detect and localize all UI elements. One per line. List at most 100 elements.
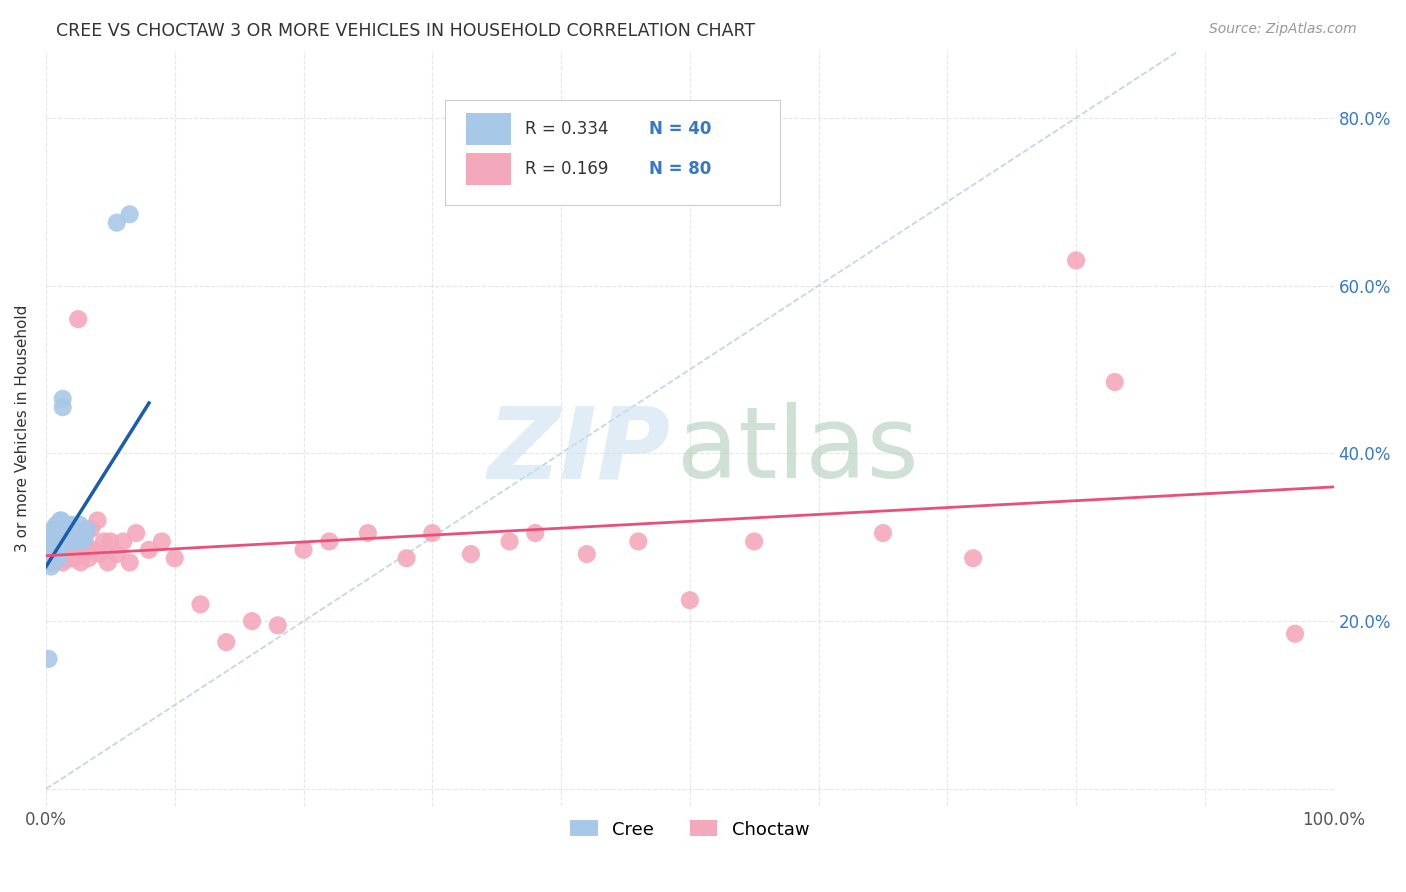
- Choctaw: [39, 542, 62, 557]
- Cree: [46, 522, 69, 536]
- Choctaw: [62, 547, 84, 561]
- Cree: [53, 517, 76, 532]
- Text: atlas: atlas: [676, 402, 918, 500]
- Choctaw: [44, 522, 66, 536]
- Choctaw: [53, 542, 76, 557]
- Choctaw: [679, 593, 702, 607]
- Choctaw: [59, 551, 82, 566]
- Cree: [38, 652, 60, 666]
- Choctaw: [240, 614, 263, 628]
- Cree: [58, 530, 80, 544]
- Choctaw: [38, 534, 60, 549]
- Cree: [46, 542, 69, 557]
- Choctaw: [524, 526, 547, 541]
- Choctaw: [420, 526, 443, 541]
- Choctaw: [63, 551, 86, 566]
- Choctaw: [93, 534, 115, 549]
- Cree: [59, 526, 82, 541]
- Choctaw: [138, 542, 160, 557]
- Cree: [48, 551, 70, 566]
- Choctaw: [118, 556, 141, 570]
- Choctaw: [55, 530, 77, 544]
- Choctaw: [190, 598, 212, 612]
- Choctaw: [53, 534, 76, 549]
- Choctaw: [48, 551, 70, 566]
- Cree: [44, 534, 66, 549]
- Text: R = 0.334: R = 0.334: [524, 120, 609, 138]
- Choctaw: [45, 547, 67, 561]
- Cree: [45, 534, 67, 549]
- Choctaw: [45, 534, 67, 549]
- Cree: [44, 547, 66, 561]
- Cree: [39, 559, 62, 574]
- Choctaw: [80, 522, 103, 536]
- Cree: [60, 517, 83, 532]
- Cree: [52, 392, 75, 406]
- Choctaw: [98, 534, 121, 549]
- Choctaw: [52, 547, 75, 561]
- Choctaw: [83, 542, 105, 557]
- Y-axis label: 3 or more Vehicles in Household: 3 or more Vehicles in Household: [15, 304, 30, 552]
- Cree: [51, 526, 73, 541]
- Cree: [53, 526, 76, 541]
- Text: CREE VS CHOCTAW 3 OR MORE VEHICLES IN HOUSEHOLD CORRELATION CHART: CREE VS CHOCTAW 3 OR MORE VEHICLES IN HO…: [56, 22, 755, 40]
- Choctaw: [1064, 253, 1087, 268]
- Cree: [53, 530, 76, 544]
- Choctaw: [267, 618, 290, 632]
- Choctaw: [1284, 626, 1306, 640]
- Choctaw: [49, 547, 72, 561]
- Choctaw: [1104, 375, 1126, 389]
- Choctaw: [395, 551, 418, 566]
- Choctaw: [51, 534, 73, 549]
- Cree: [105, 216, 128, 230]
- FancyBboxPatch shape: [446, 100, 780, 205]
- Choctaw: [65, 526, 87, 541]
- Choctaw: [42, 556, 65, 570]
- Choctaw: [38, 556, 60, 570]
- Cree: [118, 207, 141, 221]
- Cree: [45, 517, 67, 532]
- Choctaw: [73, 534, 96, 549]
- Cree: [69, 517, 91, 532]
- Choctaw: [41, 547, 63, 561]
- Choctaw: [52, 556, 75, 570]
- Cree: [52, 401, 75, 415]
- Choctaw: [627, 534, 650, 549]
- Cree: [76, 522, 98, 536]
- Choctaw: [125, 526, 148, 541]
- Choctaw: [63, 534, 86, 549]
- Choctaw: [66, 539, 89, 553]
- Cree: [51, 513, 73, 527]
- Choctaw: [42, 534, 65, 549]
- Cree: [45, 530, 67, 544]
- Choctaw: [292, 542, 315, 557]
- Choctaw: [70, 534, 93, 549]
- Cree: [56, 522, 79, 536]
- Cree: [48, 539, 70, 553]
- Choctaw: [742, 534, 765, 549]
- Choctaw: [67, 312, 90, 326]
- Choctaw: [72, 547, 94, 561]
- Choctaw: [163, 551, 186, 566]
- Choctaw: [357, 526, 380, 541]
- Choctaw: [55, 551, 77, 566]
- Choctaw: [77, 551, 100, 566]
- Choctaw: [460, 547, 482, 561]
- Choctaw: [76, 542, 98, 557]
- Choctaw: [69, 534, 91, 549]
- Choctaw: [575, 547, 598, 561]
- Cree: [39, 547, 62, 561]
- Text: Source: ZipAtlas.com: Source: ZipAtlas.com: [1209, 22, 1357, 37]
- Choctaw: [872, 526, 894, 541]
- Legend: Cree, Choctaw: Cree, Choctaw: [564, 813, 817, 846]
- Cree: [49, 513, 72, 527]
- Choctaw: [150, 534, 173, 549]
- Choctaw: [46, 547, 69, 561]
- Choctaw: [105, 547, 128, 561]
- Cree: [70, 534, 93, 549]
- Choctaw: [69, 556, 91, 570]
- Choctaw: [46, 522, 69, 536]
- Text: R = 0.169: R = 0.169: [524, 161, 609, 178]
- Text: N = 40: N = 40: [648, 120, 711, 138]
- Cree: [73, 530, 96, 544]
